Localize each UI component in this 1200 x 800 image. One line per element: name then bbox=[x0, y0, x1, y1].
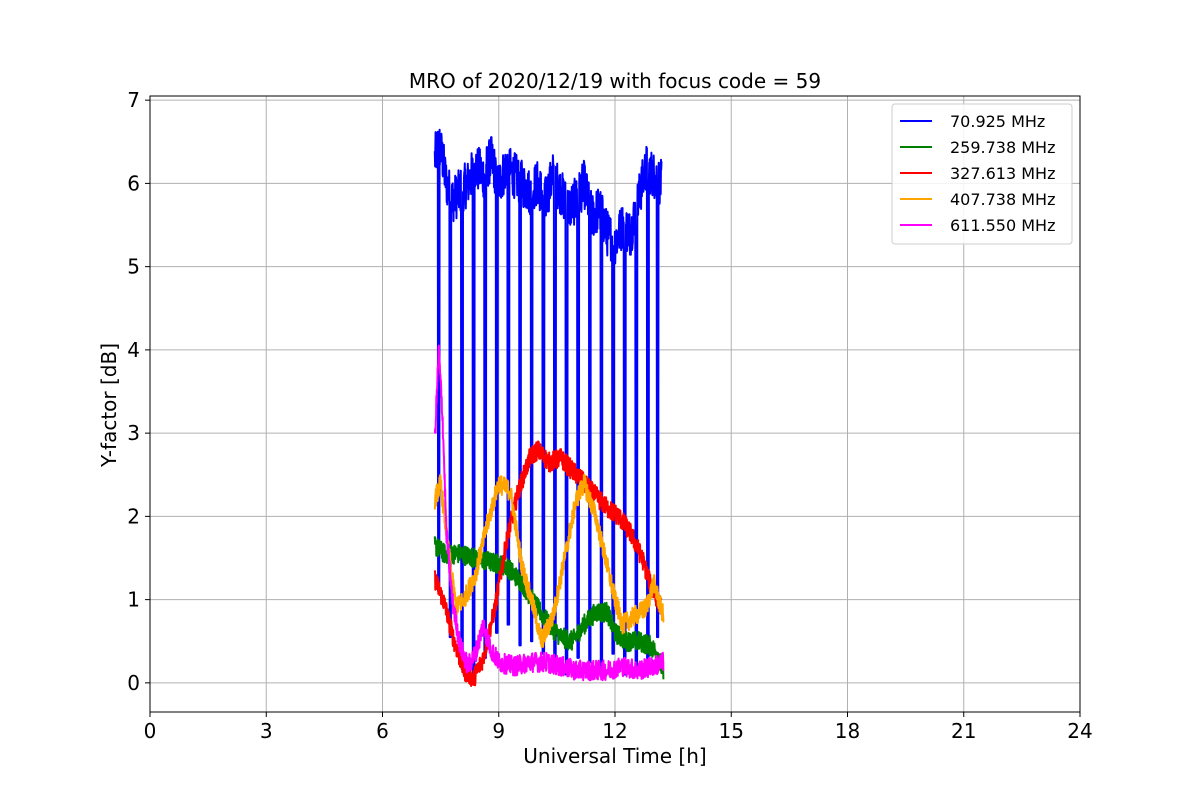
y-tick-label: 2 bbox=[127, 504, 140, 528]
y-tick-label: 7 bbox=[127, 88, 140, 112]
legend-label: 70.925 MHz bbox=[950, 112, 1045, 131]
legend-label: 611.550 MHz bbox=[950, 216, 1055, 235]
x-tick-label: 9 bbox=[492, 719, 505, 743]
legend-label: 407.738 MHz bbox=[950, 190, 1055, 209]
series-327-613-mhz bbox=[433, 440, 663, 687]
y-tick-label: 1 bbox=[127, 588, 140, 612]
series-70-925-mhz bbox=[433, 128, 663, 680]
legend-label: 259.738 MHz bbox=[950, 138, 1055, 157]
legend-box bbox=[891, 103, 1073, 245]
x-tick-label: 3 bbox=[260, 719, 273, 743]
series-line bbox=[433, 344, 665, 682]
y-tick-label: 4 bbox=[127, 338, 140, 362]
x-tick-label: 18 bbox=[835, 719, 860, 743]
legend: 70.925 MHz 259.738 MHz 327.613 MHz 407.738 … bbox=[891, 103, 1073, 245]
y-tick-label: 6 bbox=[127, 171, 140, 195]
series-line bbox=[433, 440, 663, 687]
series-611-550-mhz bbox=[433, 344, 665, 682]
x-tick-label: 24 bbox=[1067, 719, 1092, 743]
legend-label: 327.613 MHz bbox=[950, 164, 1055, 183]
x-tick-label: 12 bbox=[602, 719, 627, 743]
x-tick-label: 21 bbox=[951, 719, 976, 743]
chart-title: MRO of 2020/12/19 with focus code = 59 bbox=[409, 69, 821, 93]
y-tick-label: 3 bbox=[127, 421, 140, 445]
series-line bbox=[433, 473, 665, 648]
series-line bbox=[433, 128, 663, 680]
y-tick-label: 0 bbox=[127, 671, 140, 695]
y-tick-label: 5 bbox=[127, 255, 140, 279]
y-axis-label: Y-factor [dB] bbox=[97, 343, 121, 468]
series-407-738-mhz bbox=[433, 473, 665, 648]
series-layer bbox=[433, 128, 665, 687]
x-axis-label: Universal Time [h] bbox=[523, 744, 706, 768]
x-tick-label: 6 bbox=[376, 719, 389, 743]
x-tick-label: 0 bbox=[144, 719, 157, 743]
x-tick-label: 15 bbox=[719, 719, 744, 743]
